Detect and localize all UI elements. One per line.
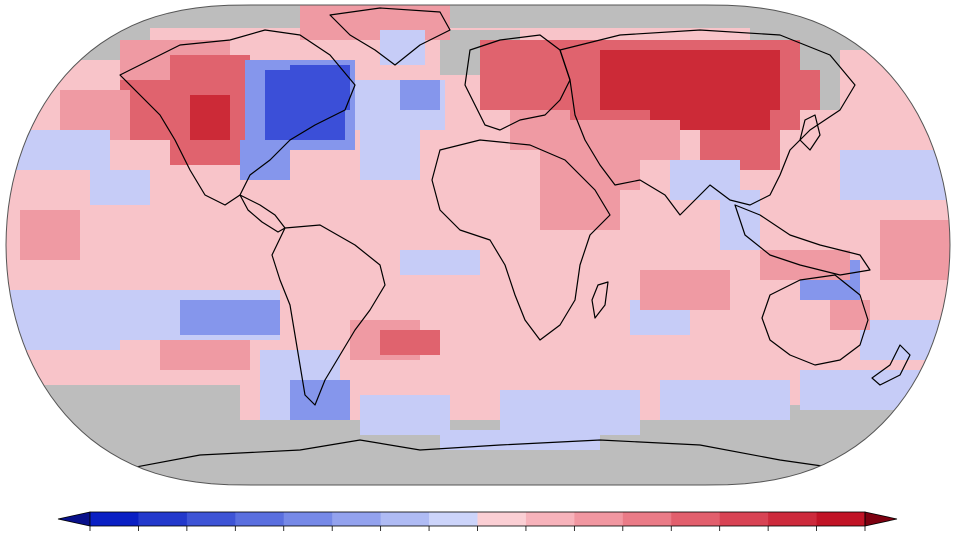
anomaly-cell — [160, 340, 250, 370]
madagascar-outline — [591, 281, 609, 319]
asia-outline — [559, 29, 856, 216]
legend-swatch — [671, 512, 721, 526]
legend-swatch — [235, 512, 285, 526]
legend-swatch — [90, 512, 139, 526]
anomaly-cell — [780, 70, 820, 110]
greenland-outline — [329, 7, 451, 66]
legend-swatch — [186, 512, 236, 526]
north-america-outline — [119, 29, 356, 206]
europe-outline — [464, 34, 571, 131]
legend-swatch — [768, 512, 818, 526]
anomaly-cell — [6, 290, 120, 350]
legend-swatch — [380, 512, 430, 526]
anomaly-cell — [300, 5, 450, 40]
anomaly-cell — [640, 270, 730, 310]
anomaly-cell — [6, 385, 240, 445]
anomaly-cell — [6, 130, 110, 170]
legend-swatch — [429, 512, 478, 526]
japan-outline — [799, 114, 821, 151]
new-zealand-outline — [871, 344, 911, 386]
anomaly-cell — [360, 130, 420, 180]
anomaly-cell — [500, 390, 640, 435]
anomaly-cell — [440, 430, 600, 450]
anomaly-cell — [660, 380, 790, 420]
anomaly-cell — [180, 300, 280, 335]
globe-border — [5, 4, 951, 486]
legend-swatch — [719, 512, 769, 526]
temperature-anomaly-map — [5, 4, 951, 486]
legend-swatch — [525, 512, 575, 526]
south-america-outline — [271, 224, 386, 406]
anomaly-cell — [830, 300, 870, 330]
legend-extend-high — [864, 511, 898, 527]
anomaly-cell — [240, 140, 290, 180]
anomaly-cell — [20, 210, 80, 260]
legend-swatch — [574, 512, 624, 526]
anomaly-cell — [190, 95, 230, 140]
anomaly-cell — [510, 110, 570, 150]
anomaly-cell — [290, 380, 350, 420]
anomaly-cell — [290, 65, 350, 110]
anomaly-cell — [800, 370, 920, 410]
legend-swatch — [283, 512, 333, 526]
anomaly-cell — [90, 170, 150, 205]
anomaly-cell — [840, 150, 950, 200]
legend-swatch — [816, 512, 866, 526]
legend-swatch — [622, 512, 672, 526]
anomaly-cell — [860, 320, 940, 360]
anomaly-cell — [400, 250, 480, 275]
color-scale-legend — [57, 511, 898, 531]
legend-swatch — [477, 512, 527, 526]
continent-outlines — [119, 7, 911, 471]
anomaly-cell — [400, 80, 440, 110]
anomaly-cell — [880, 220, 950, 280]
central-america-outline — [239, 194, 286, 233]
legend-swatch — [138, 512, 188, 526]
legend-extend-low — [57, 511, 91, 527]
anomaly-cell — [6, 5, 950, 28]
anomaly-cell — [380, 330, 440, 355]
anomaly-cell — [360, 395, 450, 435]
africa-outline — [431, 139, 611, 341]
southeast-asia-outline — [734, 204, 871, 276]
australia-outline — [761, 274, 869, 366]
antarctica-outline — [119, 439, 851, 471]
legend-swatch — [332, 512, 382, 526]
